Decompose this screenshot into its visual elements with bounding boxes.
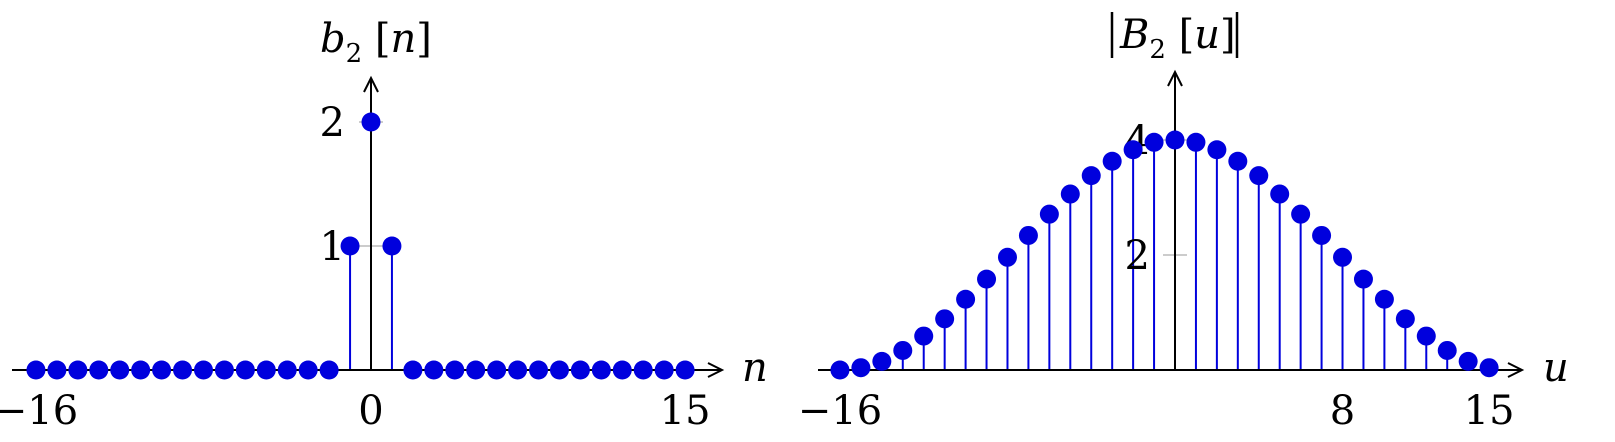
data-point bbox=[1039, 204, 1059, 224]
x-tick-label: −16 bbox=[798, 388, 882, 434]
data-point bbox=[830, 360, 850, 380]
data-point bbox=[173, 360, 193, 380]
y-tick-label: 2 bbox=[1125, 233, 1150, 279]
data-point bbox=[1123, 140, 1143, 160]
data-point bbox=[893, 340, 913, 360]
data-point bbox=[1270, 184, 1290, 204]
y-axis-arrowhead bbox=[1167, 69, 1183, 87]
data-point bbox=[508, 360, 528, 380]
data-point bbox=[319, 360, 339, 380]
data-point bbox=[403, 360, 423, 380]
data-point bbox=[277, 360, 297, 380]
data-point bbox=[1291, 204, 1311, 224]
data-point bbox=[591, 360, 611, 380]
x-axis-arrowhead bbox=[1507, 362, 1525, 378]
data-point bbox=[529, 360, 549, 380]
data-point bbox=[570, 360, 590, 380]
y-label-arg: u bbox=[1194, 12, 1220, 58]
data-point bbox=[152, 360, 172, 380]
data-point bbox=[914, 326, 934, 346]
data-point bbox=[424, 360, 444, 380]
data-point bbox=[110, 360, 130, 380]
y-label-sub: 2 bbox=[346, 39, 363, 69]
data-point bbox=[26, 360, 46, 380]
data-point bbox=[851, 358, 871, 378]
data-point bbox=[487, 360, 507, 380]
x-tick-label: 8 bbox=[1330, 388, 1355, 434]
y-label-arg: n bbox=[390, 16, 416, 62]
data-point bbox=[68, 360, 88, 380]
data-point bbox=[935, 309, 955, 329]
data-point bbox=[1081, 166, 1101, 186]
data-point bbox=[256, 360, 276, 380]
data-point bbox=[1437, 340, 1457, 360]
data-point bbox=[977, 269, 997, 289]
data-point bbox=[466, 360, 486, 380]
data-point bbox=[235, 360, 255, 380]
panel-B2-frequency: B2 [u] u 24−16 8 15 bbox=[798, 12, 1569, 434]
data-point bbox=[1416, 326, 1436, 346]
data-point bbox=[872, 351, 892, 371]
x-axis-arrowhead bbox=[707, 362, 725, 378]
data-point bbox=[1060, 184, 1080, 204]
data-point bbox=[1333, 247, 1353, 267]
data-point bbox=[89, 360, 109, 380]
x-axis-label-n: n bbox=[742, 345, 768, 391]
y-axis-arrowhead bbox=[363, 75, 379, 93]
data-point bbox=[1186, 132, 1206, 152]
x-tick-label: 15 bbox=[660, 388, 711, 434]
data-point bbox=[956, 289, 976, 309]
data-point bbox=[1479, 358, 1499, 378]
svg-text:B2 [u]: B2 [u] bbox=[1119, 12, 1236, 65]
x-tick-label: 0 bbox=[358, 388, 383, 434]
data-point bbox=[193, 360, 213, 380]
y-axis-label-b2: b2 [n] bbox=[320, 16, 432, 69]
data-point bbox=[298, 360, 318, 380]
y-label-base: B bbox=[1119, 12, 1149, 58]
data-point bbox=[214, 360, 234, 380]
data-point bbox=[1249, 166, 1269, 186]
data-point bbox=[445, 360, 465, 380]
data-point bbox=[382, 236, 402, 256]
data-point bbox=[1458, 351, 1478, 371]
data-point bbox=[633, 360, 653, 380]
y-label-sub: 2 bbox=[1149, 35, 1166, 65]
x-axis-label-u: u bbox=[1543, 345, 1569, 391]
data-point bbox=[1312, 225, 1332, 245]
x-tick-label: −16 bbox=[0, 388, 78, 434]
y-label-base: b bbox=[320, 16, 346, 62]
data-point bbox=[1228, 151, 1248, 171]
x-tick-label: 15 bbox=[1464, 388, 1515, 434]
data-point bbox=[549, 360, 569, 380]
y-tick-label: 2 bbox=[320, 100, 345, 146]
data-point bbox=[1102, 151, 1122, 171]
data-point bbox=[1353, 269, 1373, 289]
data-point bbox=[997, 247, 1017, 267]
data-point bbox=[1395, 309, 1415, 329]
panel-b2-time: b2 [n] n 12−16 0 15 bbox=[0, 16, 768, 434]
data-point bbox=[1165, 130, 1185, 150]
data-point bbox=[1144, 132, 1164, 152]
data-point bbox=[47, 360, 67, 380]
y-axis-label-B2-magnitude: B2 [u] bbox=[1110, 12, 1239, 65]
svg-text:b2 [n]: b2 [n] bbox=[320, 16, 432, 69]
data-point bbox=[612, 360, 632, 380]
data-point bbox=[1207, 140, 1227, 160]
data-point bbox=[131, 360, 151, 380]
data-point bbox=[340, 236, 360, 256]
data-point bbox=[1018, 225, 1038, 245]
data-point bbox=[361, 112, 381, 132]
data-point bbox=[1374, 289, 1394, 309]
data-point bbox=[654, 360, 674, 380]
data-point bbox=[675, 360, 695, 380]
